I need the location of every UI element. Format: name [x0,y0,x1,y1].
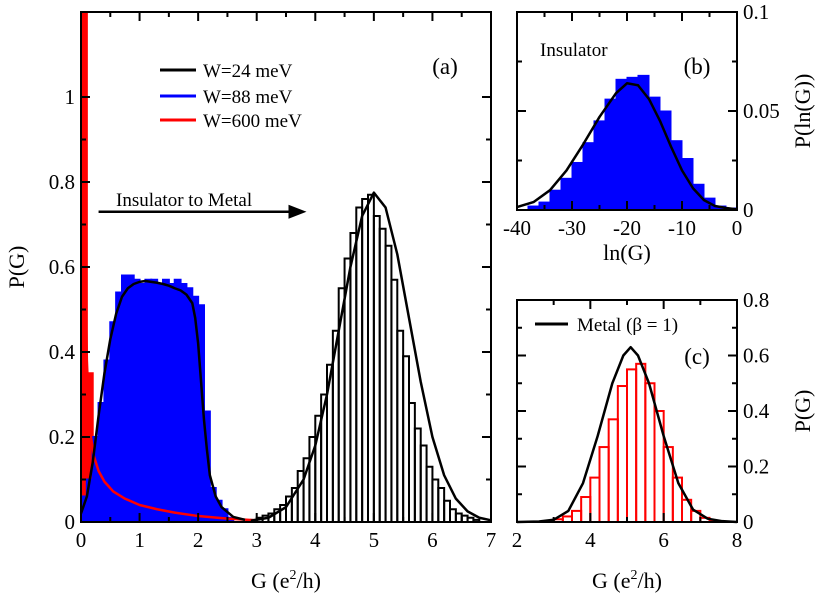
hist-bar [598,446,610,524]
x-tick-label: 1 [134,528,145,552]
panel-c-xlabel: G (e2/h) [592,568,662,593]
hist-bar [644,382,656,523]
hist-bar [626,76,639,211]
legend-label-w600: W=600 meV [203,111,302,132]
panel-a-xlabel: G (e2/h) [251,568,321,593]
y-tick-label: 0 [743,198,754,222]
x-tick-label: -10 [668,216,696,240]
panel-c-fit-curve [516,345,738,524]
hist-bar [580,496,592,523]
x-tick-label: 7 [486,528,497,552]
panel-a-label: (a) [432,54,458,79]
panel-b-ylabel: P(ln(G)) [790,74,815,149]
panel-b-fit-curve [516,82,738,211]
panel-c: 2 4 6 80 0.2 0.4 0.6 0.8 Metal (β = 1) (c) G (e… [512,288,815,593]
y-tick-label: 0.6 [49,255,75,279]
fit-line [516,82,738,211]
x-tick-label: 0 [76,528,87,552]
panel-b-histogram [527,74,738,211]
y-tick-label: 0 [743,510,754,534]
y-tick-label: 0.4 [49,340,76,364]
hist-bar [635,362,647,523]
panel-a-ylabel: P(G) [4,246,29,289]
x-tick-label: 8 [732,528,743,552]
panel-a-annotation: Insulator to Metal [116,190,252,211]
x-tick-label: 6 [427,528,438,552]
x-tick-label: -30 [558,216,586,240]
panel-a-fit-curves [79,11,492,522]
y-tick-label: 0.1 [743,0,769,24]
x-tick-label: 3 [251,528,262,552]
y-tick-label: 1 [65,85,76,109]
hist-bar [582,142,595,211]
legend-label-w24: W=24 meV [203,61,293,82]
x-tick-label: 5 [369,528,380,552]
hist-bar [626,368,638,524]
x-tick-label: -40 [503,216,531,240]
hist-bar [607,418,619,524]
panel-c-ylabel: P(G) [790,390,815,433]
hist-bar [671,476,684,524]
y-tick-label: 0.05 [743,99,780,123]
hist-bar [549,189,562,211]
panel-c-label: (c) [684,344,710,369]
panel-c-histogram [543,362,720,524]
hist-bar [560,177,573,211]
hist-bar [648,96,661,211]
fit-line [79,279,246,522]
hist-bar [593,120,606,211]
y-tick-label: 0 [65,510,76,534]
fit-line [80,11,257,522]
fit-line [516,345,738,524]
hist-bar [589,476,601,524]
x-tick-label: 2 [193,528,204,552]
x-tick-label: 0 [732,216,743,240]
panel-b-ticks: -40 -30 -20 -10 00 0.05 0.1 [503,0,780,240]
y-tick-label: 0.8 [743,288,769,312]
hist-bar [615,78,628,211]
hist-bar [604,98,617,211]
y-tick-label: 0.4 [743,399,770,423]
fit-line [250,191,492,522]
panel-a-legend: W=24 meV W=88 meV W=600 meV [160,61,302,132]
legend-label-metal: Metal (β = 1) [577,315,678,336]
x-tick-label: -20 [613,216,641,240]
panel-b-annotation: Insulator [540,40,608,61]
panel-c-ticks: 2 4 6 80 0.2 0.4 0.6 0.8 [512,288,770,552]
y-tick-label: 0.2 [49,425,75,449]
y-tick-label: 0.2 [743,455,769,479]
panel-b: -40 -30 -20 -10 00 0.05 0.1 Insulator (b) ln(G… [503,0,815,265]
annotation-arrowhead [288,204,307,219]
panel-a-ticks: 0 1 2 3 4 5 6 7 0 0.2 0.4 0.6 0.8 1 [49,12,497,552]
hist-bar [571,509,583,523]
hist-bar [571,161,584,211]
y-tick-label: 0.8 [49,170,75,194]
legend-label-w88: W=88 meV [203,87,293,108]
x-tick-label: 6 [658,528,669,552]
x-tick-label: 4 [585,528,596,552]
x-tick-label: 4 [310,528,321,552]
panel-b-label: (b) [684,54,711,79]
panel-a: 0 1 2 3 4 5 6 7 0 0.2 0.4 0.6 0.8 1 (a) G (e2/h) P(G)… [4,11,497,593]
y-tick-label: 0.6 [743,344,769,368]
panel-b-xlabel: ln(G) [603,240,651,265]
hist-bar [616,385,629,523]
x-tick-label: 2 [512,528,523,552]
